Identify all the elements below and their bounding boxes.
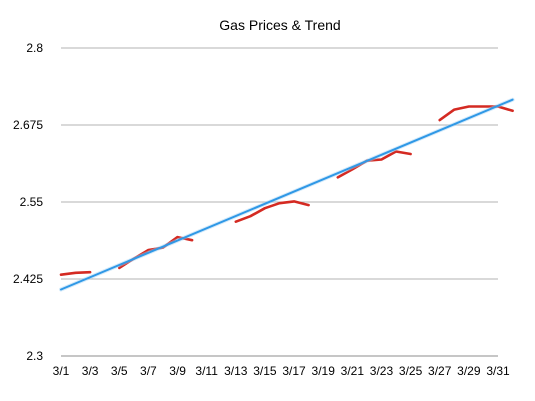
x-tick-label: 3/25 (399, 364, 423, 378)
y-tick-label: 2.55 (20, 195, 44, 209)
trend-line (60, 98, 514, 291)
y-tick-label: 2.8 (26, 41, 43, 55)
x-tick-label: 3/29 (457, 364, 481, 378)
x-tick-label: 3/7 (140, 364, 157, 378)
price-line-segment (438, 105, 514, 122)
y-tick-label: 2.3 (26, 349, 43, 363)
x-tick-label: 3/19 (312, 364, 336, 378)
x-tick-label: 3/17 (282, 364, 306, 378)
chart-title: Gas Prices & Trend (219, 17, 340, 33)
y-tick-label: 2.675 (13, 118, 43, 132)
x-tick-label: 3/11 (195, 364, 218, 378)
x-tick-label: 3/31 (486, 364, 510, 378)
y-tick-label: 2.425 (13, 272, 43, 286)
price-line-segment (234, 200, 310, 223)
x-tick-label: 3/3 (82, 364, 99, 378)
x-tick-label: 3/21 (341, 364, 365, 378)
x-tick-label: 3/13 (224, 364, 248, 378)
y-axis-ticks: 2.3 2.425 2.55 2.675 2.8 (13, 41, 43, 363)
price-line-segment (59, 270, 92, 277)
x-tick-label: 3/23 (370, 364, 394, 378)
x-tick-label: 3/5 (111, 364, 128, 378)
price-line-segment (336, 150, 412, 179)
x-tick-label: 3/27 (428, 364, 452, 378)
x-tick-label: 3/9 (169, 364, 186, 378)
x-tick-label: 3/15 (253, 364, 277, 378)
x-axis-ticks: 3/1 3/3 3/5 3/7 3/9 3/11 3/13 3/15 3/17 3/19 3/21 3… (53, 364, 510, 378)
x-tick-label: 3/1 (53, 364, 70, 378)
series-layer (59, 97, 515, 292)
price-line-segment (118, 235, 194, 270)
